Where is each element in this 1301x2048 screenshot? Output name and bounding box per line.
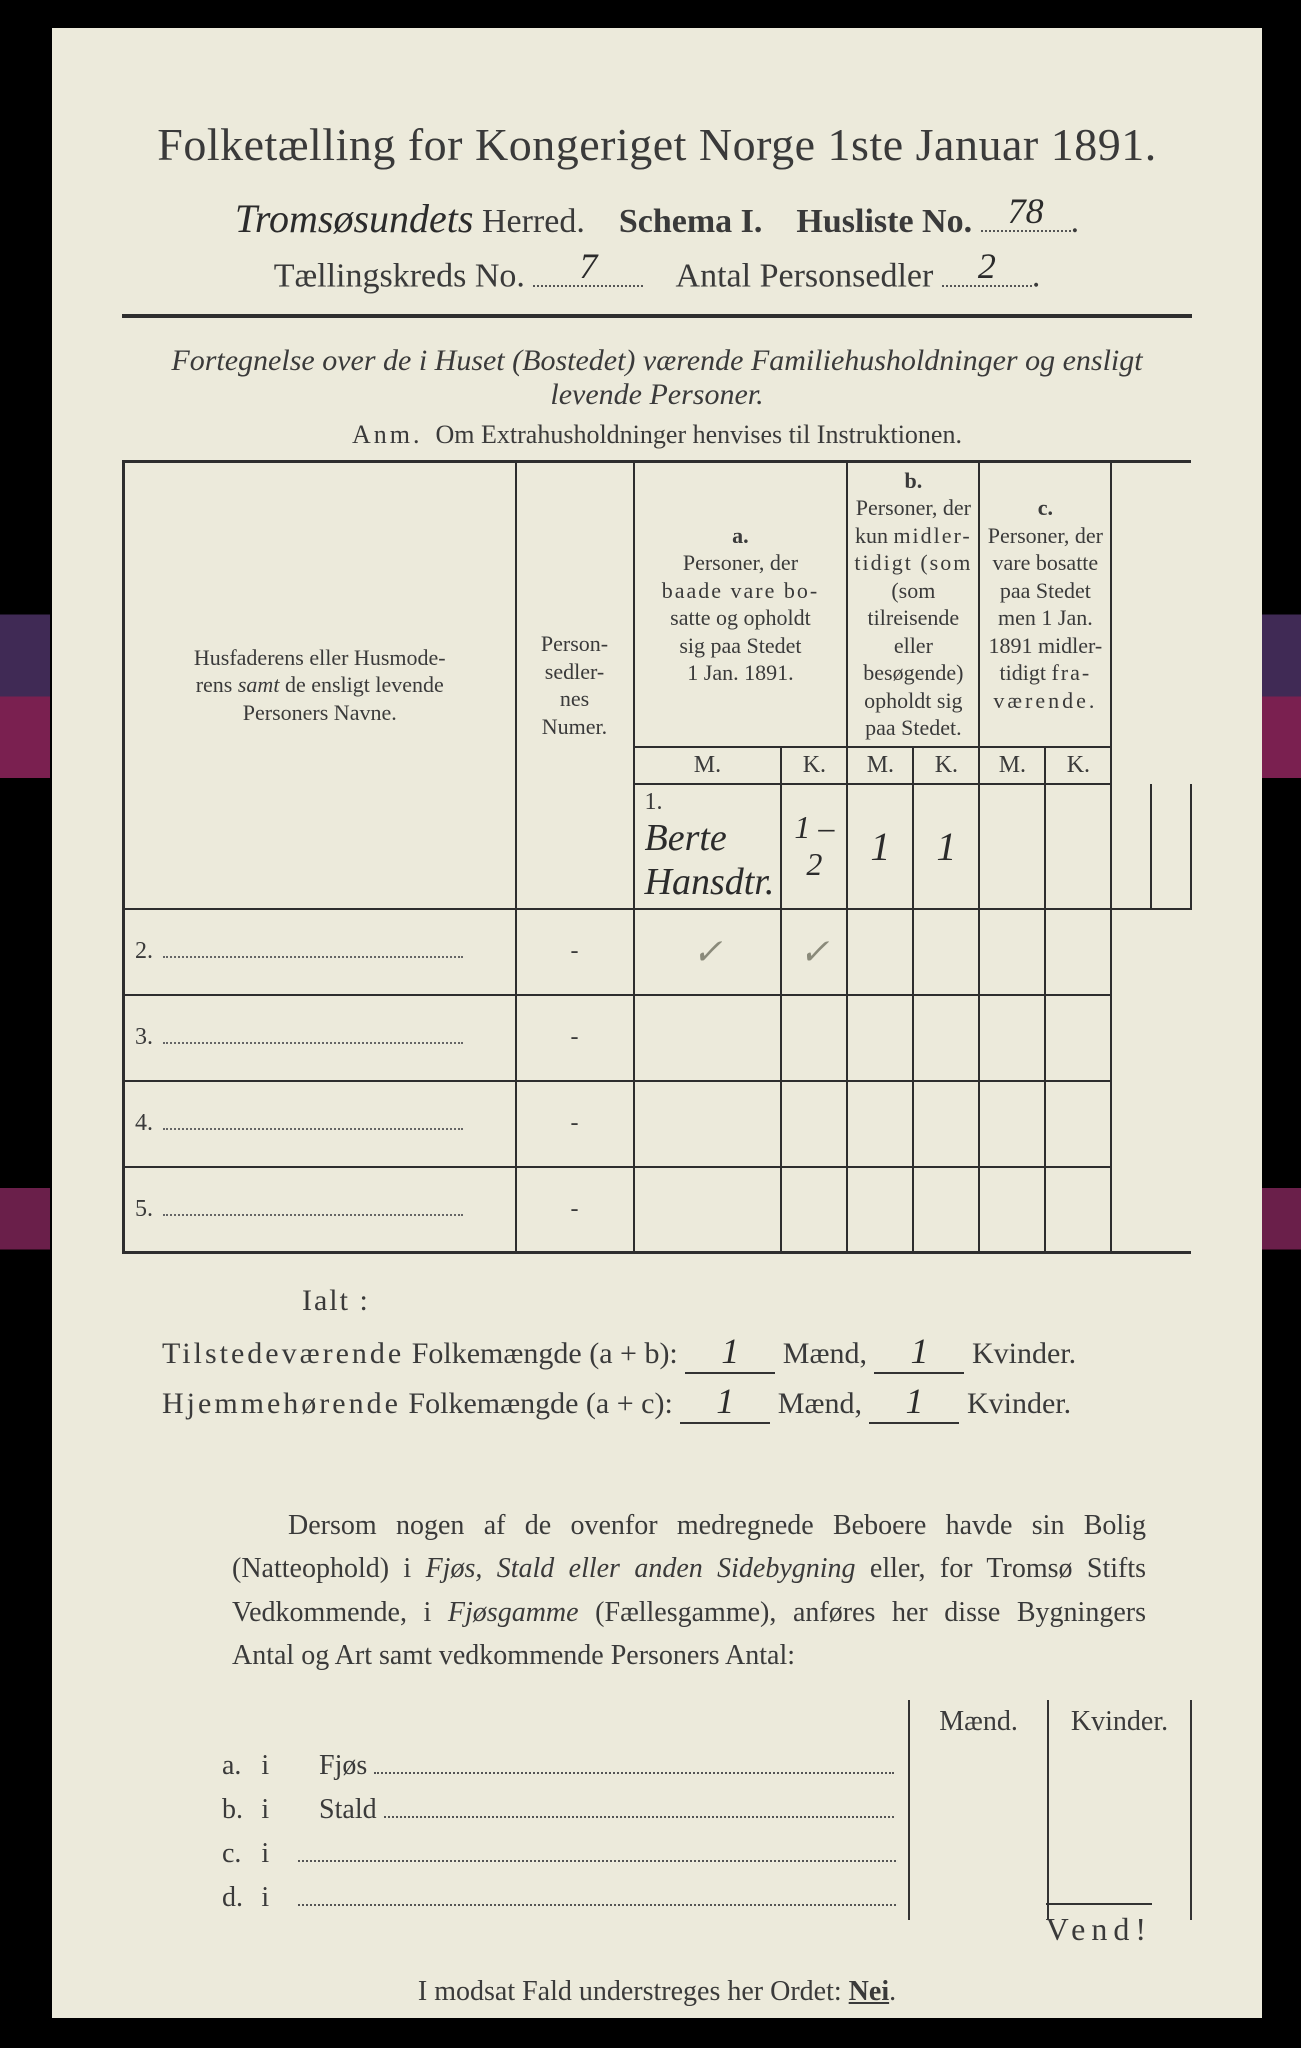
col-a-k: K. (781, 747, 847, 784)
byg-row: b.i Stald (214, 1788, 1191, 1832)
header-line-2: Tromsøsundets Herred. Schema I. Husliste… (122, 195, 1192, 242)
subtitle: Fortegnelse over de i Huset (Bostedet) v… (152, 344, 1162, 412)
bygning-paragraph: Dersom nogen af de ovenfor medregnede Be… (232, 1504, 1146, 1678)
schema-label: Schema I. (619, 203, 763, 240)
header-line-3: Tællingskreds No. 7 Antal Personsedler 2… (122, 256, 1192, 296)
table-row: 5. - (124, 1167, 1192, 1253)
husliste-no: 78 (981, 190, 1071, 232)
bygning-table: Mænd. Kvinder. a.i Fjøs b.i Stald c.i d.… (214, 1700, 1192, 1920)
sum-hjem: Hjemmehørende Folkemængde (a + c): 1 Mæn… (162, 1380, 1152, 1424)
herred-name: Tromsøsundets (235, 195, 474, 242)
husliste-label: Husliste No. (796, 203, 972, 240)
byg-row: c.i (214, 1832, 1191, 1876)
sedler-label: Antal Personsedler (676, 258, 934, 295)
byg-row: a.i Fjøs (214, 1744, 1191, 1788)
col-c-k: K. (1045, 747, 1111, 784)
table-row: 4. - (124, 1081, 1192, 1167)
col-names: Husfaderens eller Husmode- rens samt de … (124, 461, 516, 909)
note-anm: Anm. Anm. Om Extrahusholdninger henvises… (122, 420, 1192, 450)
col-c-m: M. (979, 747, 1045, 784)
col-b-k: K. (913, 747, 979, 784)
document-page: Folketælling for Kongeriget Norge 1ste J… (52, 28, 1262, 2018)
byg-row: d.i (214, 1876, 1191, 1920)
kreds-no: 7 (533, 245, 643, 287)
sedler-no: 2 (942, 245, 1032, 287)
table-row: 2. - ✓ ✓ (124, 909, 1192, 995)
scan-edge-left (0, 0, 50, 2048)
col-numer: Person- sedler- nes Numer. (516, 461, 634, 909)
byg-col-m: Mænd. (909, 1700, 1048, 1744)
byg-col-k: Kvinder. (1048, 1700, 1191, 1744)
page-title: Folketælling for Kongeriget Norge 1ste J… (122, 118, 1192, 171)
divider (122, 314, 1192, 318)
table-row: 3. - (124, 995, 1192, 1081)
col-a-m: M. (634, 747, 782, 784)
col-c: c. Personer, der vare bosatte paa Stedet… (979, 461, 1111, 747)
sum-tilst: Tilstedeværende Folkemængde (a + b): 1 M… (162, 1330, 1152, 1374)
col-a: a. Personer, der baade vare bo- satte og… (634, 461, 848, 747)
herred-label: Herred. (482, 203, 585, 240)
census-table: Husfaderens eller Husmode- rens samt de … (122, 460, 1192, 1255)
ialt-label: Ialt : (302, 1284, 1192, 1318)
vend-label: Vend! (1046, 1903, 1152, 1948)
kreds-label: Tællingskreds No. (274, 258, 525, 295)
person-name: Berte Hansdtr. (645, 816, 775, 904)
nei-line: I modsat Fald understreges her Ordet: Ne… (122, 1976, 1192, 2008)
col-b: b. Personer, der kun midler- tidigt (som… (847, 461, 979, 747)
col-b-m: M. (847, 747, 913, 784)
